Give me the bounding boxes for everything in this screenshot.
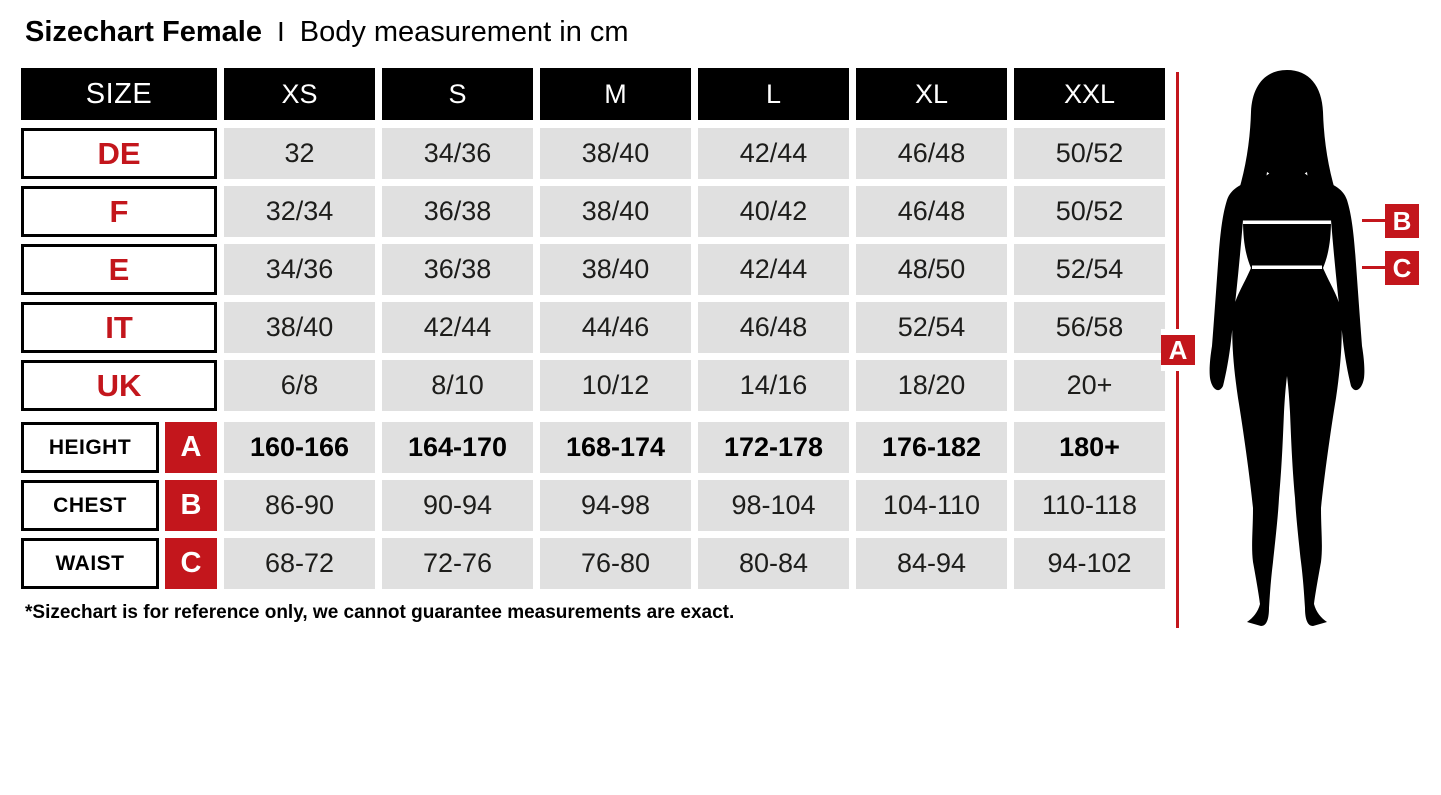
column-header-xl: XL	[856, 68, 1007, 120]
column-header-m: M	[540, 68, 691, 120]
table-row-waist: WAIST C 68-72 72-76 76-80 80-84 84-94 94…	[21, 538, 1165, 589]
table-cell: 36/38	[382, 186, 533, 237]
row-label-f: F	[21, 186, 217, 237]
table-cell: 94-102	[1014, 538, 1165, 589]
column-header-xs: XS	[224, 68, 375, 120]
title-separator: I	[276, 16, 285, 47]
table-cell: 34/36	[382, 128, 533, 179]
table-cell: 38/40	[224, 302, 375, 353]
table-cell: 86-90	[224, 480, 375, 531]
table-cell: 104-110	[856, 480, 1007, 531]
size-table: SIZE XS S M L XL XXL DE 32 34/36 38/40 4…	[21, 68, 1165, 596]
row-label-it: IT	[21, 302, 217, 353]
table-cell: 46/48	[856, 186, 1007, 237]
row-label-chest: CHEST B	[21, 480, 217, 531]
table-cell: 38/40	[540, 128, 691, 179]
disclaimer-text: *Sizechart is for reference only, we can…	[25, 602, 735, 623]
table-cell: 32/34	[224, 186, 375, 237]
table-cell: 164-170	[382, 422, 533, 473]
chest-marker-connector	[1362, 219, 1389, 222]
table-cell: 6/8	[224, 360, 375, 411]
column-header-l: L	[698, 68, 849, 120]
table-cell: 38/40	[540, 244, 691, 295]
table-cell: 8/10	[382, 360, 533, 411]
table-row-height: HEIGHT A 160-166 164-170 168-174 172-178…	[21, 422, 1165, 473]
marker-c-badge: C	[165, 538, 217, 589]
title-main: Sizechart Female	[25, 16, 262, 48]
table-cell: 44/46	[540, 302, 691, 353]
table-cell: 18/20	[856, 360, 1007, 411]
table-cell: 176-182	[856, 422, 1007, 473]
chest-label: CHEST	[21, 480, 159, 531]
row-label-uk: UK	[21, 360, 217, 411]
table-cell: 36/38	[382, 244, 533, 295]
table-cell: 56/58	[1014, 302, 1165, 353]
table-cell: 98-104	[698, 480, 849, 531]
table-cell: 90-94	[382, 480, 533, 531]
table-cell: 80-84	[698, 538, 849, 589]
table-cell: 72-76	[382, 538, 533, 589]
marker-b-badge: B	[165, 480, 217, 531]
figure-marker-b: B	[1385, 204, 1419, 238]
column-header-xxl: XXL	[1014, 68, 1165, 120]
table-cell: 10/12	[540, 360, 691, 411]
figure-marker-a: A	[1161, 329, 1195, 371]
table-cell: 68-72	[224, 538, 375, 589]
title-subtitle: Body measurement in cm	[299, 16, 629, 48]
waist-measure-line	[1252, 265, 1322, 269]
table-row-it: IT 38/40 42/44 44/46 46/48 52/54 56/58	[21, 302, 1165, 353]
table-row-de: DE 32 34/36 38/40 42/44 46/48 50/52	[21, 128, 1165, 179]
table-cell: 48/50	[856, 244, 1007, 295]
table-cell: 50/52	[1014, 128, 1165, 179]
table-cell: 34/36	[224, 244, 375, 295]
chest-measure-line	[1243, 220, 1331, 224]
table-cell: 84-94	[856, 538, 1007, 589]
corner-header-size: SIZE	[21, 68, 217, 120]
table-cell: 94-98	[540, 480, 691, 531]
table-cell: 110-118	[1014, 480, 1165, 531]
table-row-uk: UK 6/8 8/10 10/12 14/16 18/20 20+	[21, 360, 1165, 411]
row-label-de: DE	[21, 128, 217, 179]
female-silhouette	[1209, 70, 1365, 626]
table-cell: 14/16	[698, 360, 849, 411]
table-cell: 46/48	[698, 302, 849, 353]
page-title: Sizechart Female I Body measurement in c…	[25, 16, 629, 49]
table-cell: 20+	[1014, 360, 1165, 411]
marker-a-badge: A	[165, 422, 217, 473]
row-label-height: HEIGHT A	[21, 422, 217, 473]
table-cell: 40/42	[698, 186, 849, 237]
height-label: HEIGHT	[21, 422, 159, 473]
table-cell: 52/54	[856, 302, 1007, 353]
waist-label: WAIST	[21, 538, 159, 589]
waist-marker-connector	[1362, 266, 1389, 269]
row-label-waist: WAIST C	[21, 538, 217, 589]
figure-marker-c: C	[1385, 251, 1419, 285]
table-cell: 42/44	[382, 302, 533, 353]
table-row-chest: CHEST B 86-90 90-94 94-98 98-104 104-110…	[21, 480, 1165, 531]
table-cell: 160-166	[224, 422, 375, 473]
table-cell: 38/40	[540, 186, 691, 237]
column-header-s: S	[382, 68, 533, 120]
table-cell: 172-178	[698, 422, 849, 473]
table-header-row: SIZE XS S M L XL XXL	[21, 68, 1165, 120]
table-cell: 50/52	[1014, 186, 1165, 237]
table-cell: 42/44	[698, 244, 849, 295]
table-cell: 52/54	[1014, 244, 1165, 295]
table-cell: 180+	[1014, 422, 1165, 473]
table-cell: 42/44	[698, 128, 849, 179]
table-cell: 32	[224, 128, 375, 179]
body-measurement-figure: A B C	[1160, 60, 1441, 690]
table-row-e: E 34/36 36/38 38/40 42/44 48/50 52/54	[21, 244, 1165, 295]
table-cell: 46/48	[856, 128, 1007, 179]
table-row-f: F 32/34 36/38 38/40 40/42 46/48 50/52	[21, 186, 1165, 237]
table-cell: 168-174	[540, 422, 691, 473]
table-cell: 76-80	[540, 538, 691, 589]
row-label-e: E	[21, 244, 217, 295]
